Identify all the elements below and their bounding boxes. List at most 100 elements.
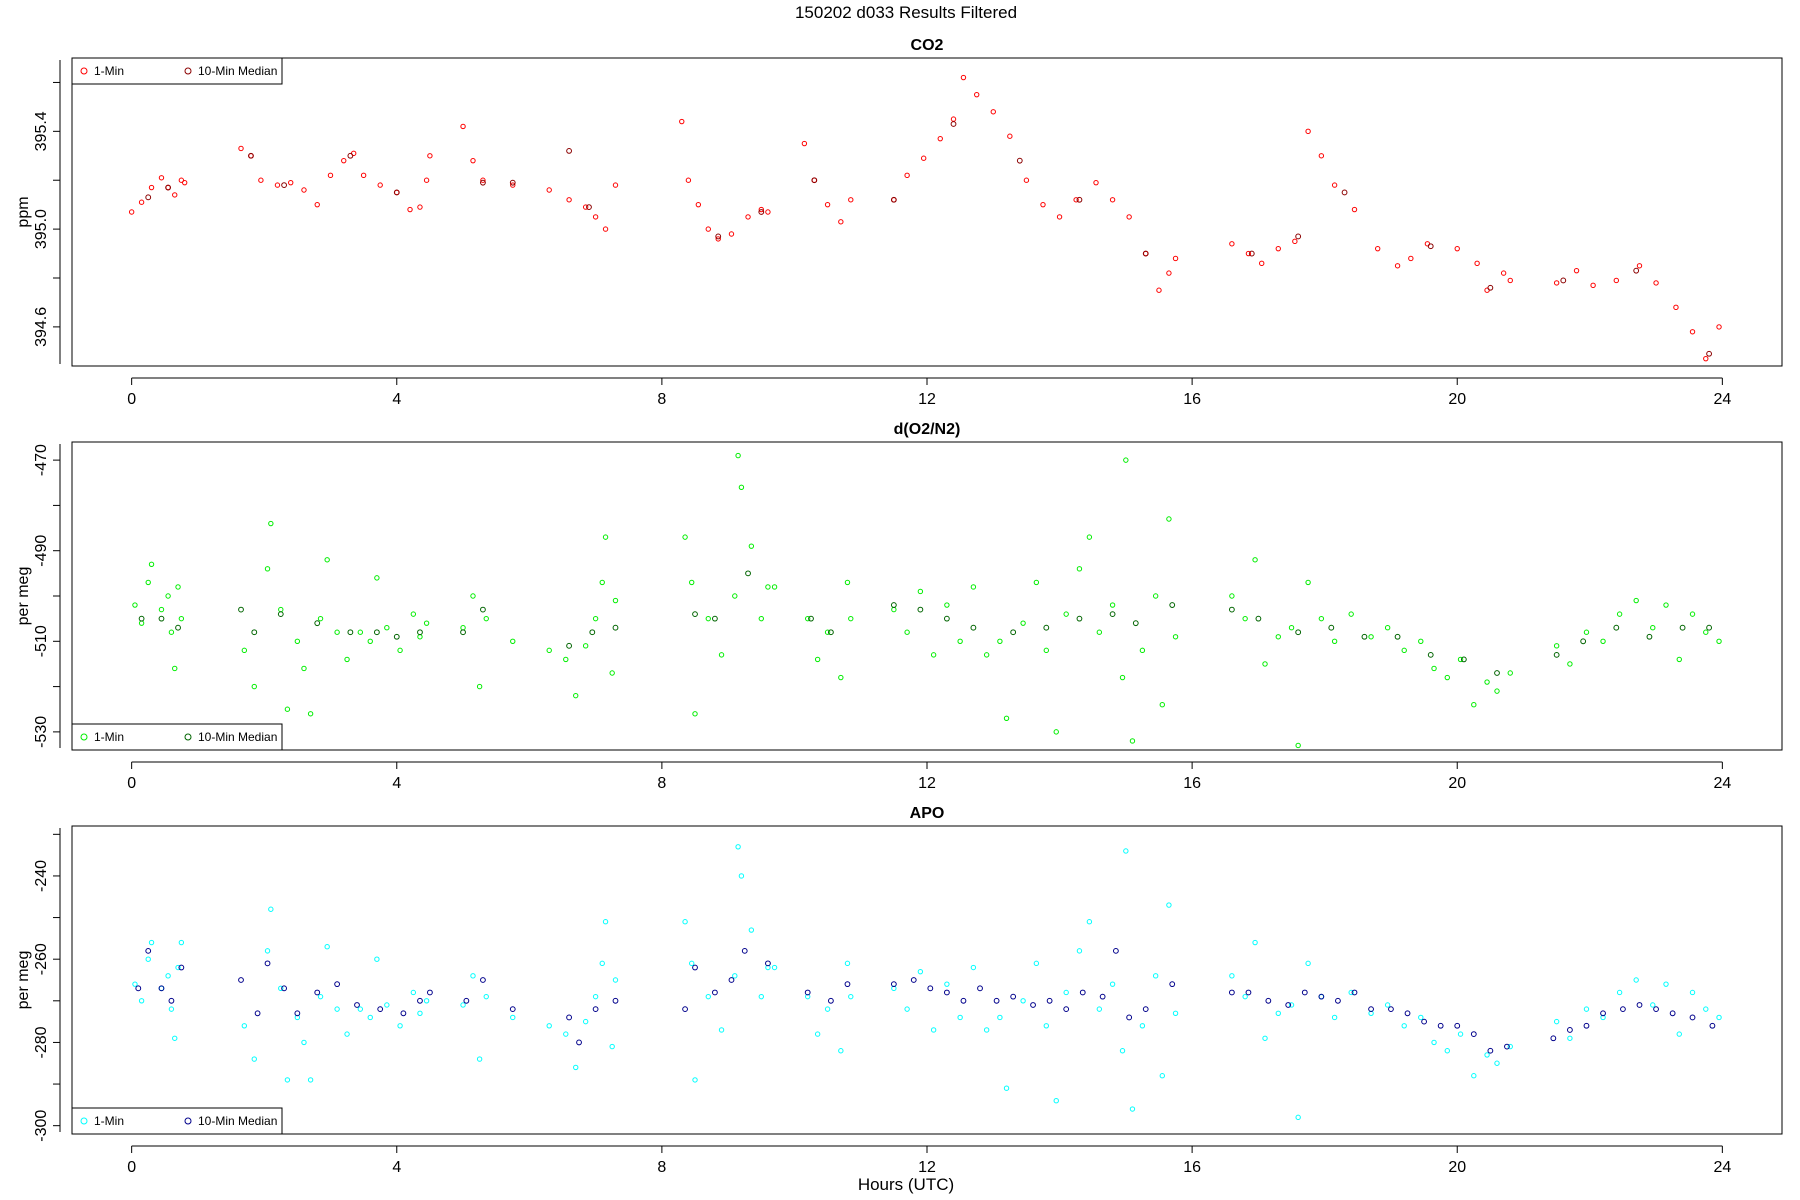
data-point xyxy=(314,989,321,996)
panel-1: d(O2/N2) per meg 0 4 8 12 16 20 24 -530 -510 -490 -4… xyxy=(15,421,1783,792)
data-point xyxy=(281,182,287,189)
data-point xyxy=(324,944,330,950)
data-point xyxy=(165,973,171,979)
data-point xyxy=(1457,656,1464,663)
panel-title: APO xyxy=(910,805,945,822)
data-point xyxy=(1142,1006,1149,1013)
data-point xyxy=(1043,624,1050,631)
data-point xyxy=(758,209,765,215)
data-point xyxy=(1404,1010,1411,1017)
y-axis-label: per meg xyxy=(15,567,32,626)
data-point xyxy=(1500,270,1507,276)
data-point xyxy=(317,615,324,622)
data-point xyxy=(811,177,818,184)
data-point xyxy=(950,121,957,127)
data-point xyxy=(158,985,165,992)
data-point xyxy=(970,584,977,590)
data-point xyxy=(609,1043,615,1050)
data-point xyxy=(341,157,347,164)
data-point xyxy=(417,204,423,210)
data-point xyxy=(566,197,572,203)
data-point xyxy=(427,989,433,996)
data-point xyxy=(563,1031,569,1037)
data-point xyxy=(1152,593,1159,599)
data-point xyxy=(728,231,735,237)
data-point xyxy=(917,606,924,613)
data-point xyxy=(566,147,572,154)
series-ten-minute-median xyxy=(135,947,1716,1054)
data-point xyxy=(1633,597,1639,604)
data-point xyxy=(277,611,284,618)
data-point xyxy=(679,118,685,125)
data-point xyxy=(1123,457,1129,463)
legend: 1-Min 10-Min Median xyxy=(71,57,283,85)
data-point xyxy=(1159,702,1165,708)
data-point xyxy=(1470,1031,1477,1038)
data-point xyxy=(1245,989,1252,996)
data-point xyxy=(1076,948,1083,954)
data-point xyxy=(1600,638,1606,644)
data-point xyxy=(168,629,175,635)
x-tick-label: 12 xyxy=(918,1159,936,1176)
data-point xyxy=(758,615,765,622)
data-point xyxy=(384,625,390,631)
data-point xyxy=(1331,182,1338,188)
y-tick-label: 395.0 xyxy=(33,209,50,249)
data-point xyxy=(251,629,258,636)
data-point xyxy=(423,177,430,183)
data-point xyxy=(374,956,380,962)
data-point xyxy=(241,1023,248,1029)
data-point xyxy=(1007,133,1013,139)
data-point xyxy=(689,960,695,967)
data-point xyxy=(344,656,350,663)
data-point xyxy=(838,219,844,225)
data-point xyxy=(1650,1002,1656,1008)
data-point xyxy=(1676,656,1682,663)
data-point xyxy=(943,989,950,996)
data-point xyxy=(1046,997,1053,1004)
data-point xyxy=(178,939,185,946)
data-point xyxy=(804,615,811,622)
y-tick-label: -470 xyxy=(33,444,50,476)
data-point xyxy=(1394,263,1401,269)
x-tick-label: 24 xyxy=(1713,1159,1731,1176)
data-point xyxy=(1331,1014,1338,1021)
data-point xyxy=(1384,1002,1391,1008)
data-point xyxy=(1053,729,1059,735)
data-point xyxy=(1318,993,1325,1000)
data-point xyxy=(1033,579,1040,586)
data-point xyxy=(1590,282,1596,289)
data-point xyxy=(1471,1073,1477,1079)
data-point xyxy=(1245,250,1252,257)
data-point xyxy=(165,184,172,191)
data-point xyxy=(1076,566,1083,572)
data-point xyxy=(463,997,470,1004)
data-point xyxy=(599,579,605,586)
data-point xyxy=(509,1006,516,1013)
x-tick-label: 8 xyxy=(657,391,666,408)
data-point xyxy=(612,977,619,983)
data-point xyxy=(612,182,619,188)
data-point xyxy=(1126,1014,1133,1021)
data-point xyxy=(1109,981,1116,987)
data-point xyxy=(251,683,257,690)
data-point xyxy=(128,209,135,215)
data-point xyxy=(1288,625,1295,631)
data-point xyxy=(1288,1002,1295,1008)
data-point xyxy=(917,588,924,595)
data-point xyxy=(735,452,741,459)
data-point xyxy=(470,973,476,979)
data-point xyxy=(1351,206,1358,213)
data-point xyxy=(1076,196,1083,203)
data-point xyxy=(927,985,934,992)
data-point xyxy=(573,1064,579,1071)
data-point xyxy=(1689,329,1696,335)
data-point xyxy=(1255,615,1262,622)
data-point xyxy=(410,989,417,996)
y-tick-label: -300 xyxy=(33,1110,50,1142)
y-axis-label: ppm xyxy=(15,196,32,227)
data-point xyxy=(1242,615,1248,622)
data-point xyxy=(175,964,181,971)
x-tick-label: 16 xyxy=(1183,775,1201,792)
x-tick-label: 0 xyxy=(127,775,136,792)
